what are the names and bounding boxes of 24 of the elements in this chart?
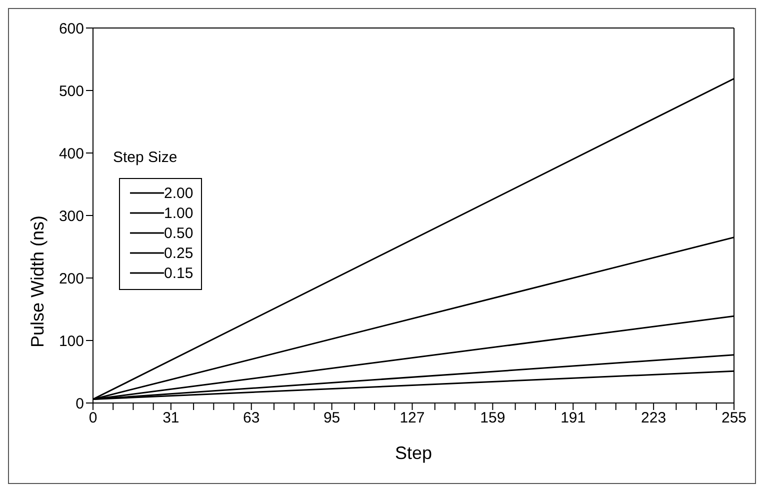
x-tick-label: 95: [323, 410, 340, 427]
x-axis-title: Step: [394, 443, 432, 463]
legend-label: 2.00: [164, 184, 194, 202]
x-tick-label: 159: [480, 410, 506, 427]
y-tick-label: 500: [58, 82, 84, 100]
y-tick-label: 300: [58, 208, 84, 225]
legend-title: Step Size: [113, 149, 178, 166]
y-axis-title: Pulse Width (ns): [27, 216, 48, 348]
x-tick-label: 0: [88, 410, 98, 427]
x-tick-label: 255: [721, 410, 747, 427]
y-tick-label: 400: [58, 145, 84, 162]
y-tick-label: 200: [58, 270, 84, 288]
legend-label: 0.25: [164, 244, 194, 262]
legend-label: 0.50: [164, 224, 194, 242]
x-tick-label: 191: [560, 410, 586, 427]
x-tick-label: 127: [400, 410, 425, 427]
y-tick-label: 0: [76, 395, 84, 412]
x-tick-label: 223: [641, 410, 666, 427]
x-tick-label: 31: [162, 410, 180, 427]
x-tick-label: 63: [243, 410, 260, 427]
y-tick-label: 600: [58, 20, 84, 38]
legend-label: 0.15: [164, 264, 194, 282]
y-tick-label: 100: [58, 332, 84, 350]
legend-label: 1.00: [164, 204, 194, 222]
